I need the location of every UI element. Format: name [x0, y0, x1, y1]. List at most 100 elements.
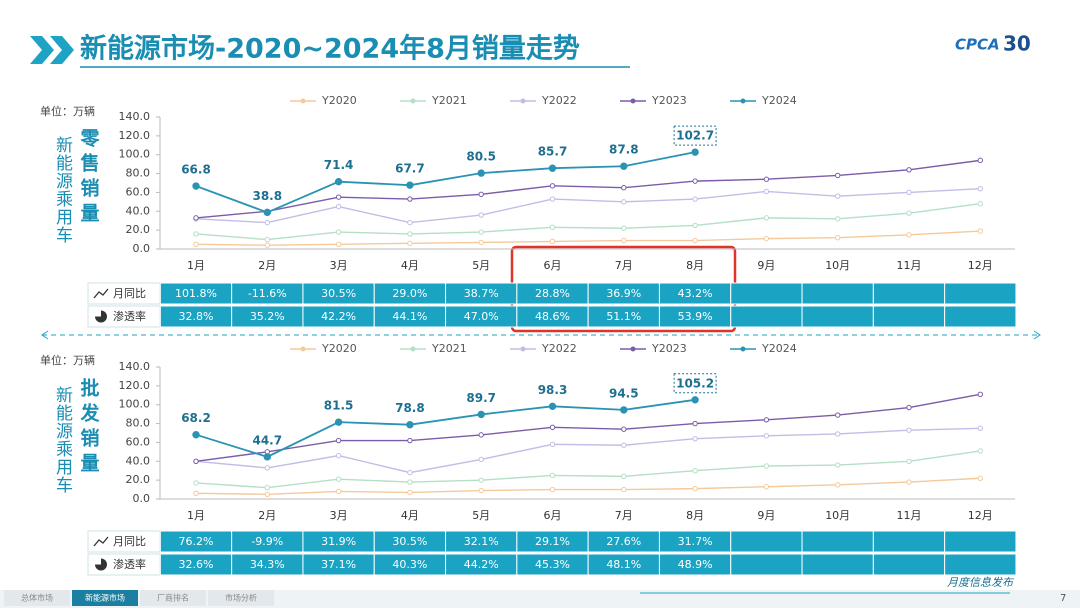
legend-marker — [630, 346, 636, 352]
point — [477, 169, 485, 177]
anniversary-logo: 30 — [1003, 32, 1031, 56]
point — [692, 178, 698, 184]
point — [407, 219, 413, 226]
point — [977, 425, 983, 431]
label-box — [673, 125, 717, 146]
side-label: 新能源乘用车 — [52, 386, 73, 494]
x-tick-label: 9月 — [757, 259, 775, 272]
table-value: -11.6% — [248, 287, 287, 300]
point — [763, 463, 770, 469]
y-tick-label: 100.0 — [119, 398, 151, 411]
point — [977, 391, 983, 398]
y-tick-label: 20.0 — [126, 473, 151, 486]
point — [835, 172, 841, 179]
y-tick-label: 80.0 — [126, 167, 151, 180]
footer-tab — [140, 590, 206, 606]
point — [407, 231, 413, 237]
point — [621, 185, 627, 191]
table-value: 48.9% — [678, 558, 713, 571]
point — [406, 181, 414, 189]
table-value: 30.5% — [321, 287, 356, 300]
legend-label: Y2020 — [321, 342, 357, 355]
data-label: 68.2 — [181, 411, 211, 425]
table-value: 34.3% — [250, 558, 285, 571]
point — [691, 148, 699, 156]
point — [549, 486, 556, 493]
y-tick-label: 40.0 — [126, 204, 151, 217]
point — [264, 242, 270, 248]
point — [407, 437, 413, 444]
point — [549, 183, 556, 189]
table-cell — [872, 530, 946, 553]
point — [906, 189, 912, 196]
point — [193, 215, 199, 221]
legend-marker — [630, 98, 636, 104]
y-tick-label: 80.0 — [126, 417, 151, 430]
x-tick-label: 3月 — [330, 509, 348, 522]
point — [407, 489, 413, 496]
series-line — [195, 477, 981, 495]
point — [478, 432, 484, 438]
series-line — [195, 230, 981, 246]
table-value: 44.1% — [392, 310, 427, 323]
point — [549, 424, 556, 431]
table-value: 31.9% — [321, 535, 356, 548]
x-tick-label: 6月 — [544, 509, 562, 522]
data-label: 38.8 — [252, 189, 282, 203]
title: 新能源市场-2020~2024年8月销量走势 — [80, 33, 580, 65]
data-label: 67.7 — [395, 162, 425, 176]
table-cell — [872, 282, 946, 305]
footer-note: 月度信息发布 — [947, 576, 1015, 589]
label-box — [673, 373, 717, 394]
point — [478, 239, 484, 246]
point — [549, 472, 556, 479]
x-tick-label: 2月 — [258, 509, 276, 522]
legend-marker — [740, 98, 746, 104]
data-label: 105.2 — [676, 376, 714, 390]
y-tick-label: 140.0 — [119, 110, 151, 123]
data-label: 80.5 — [466, 150, 496, 164]
legend-marker — [410, 98, 416, 104]
unit-label: 单位：万辆 — [40, 104, 95, 118]
y-tick-label: 100.0 — [119, 148, 151, 161]
point — [763, 417, 770, 423]
table-value: 42.2% — [321, 310, 356, 323]
point — [193, 231, 199, 237]
table-value: 48.6% — [535, 310, 570, 323]
table-value: 27.6% — [606, 535, 641, 548]
table-value: 47.0% — [464, 310, 499, 323]
point — [334, 177, 343, 186]
table-value: 29.0% — [392, 287, 427, 300]
point — [192, 430, 200, 439]
footer-tab — [208, 590, 274, 606]
table-value: 36.9% — [606, 287, 641, 300]
point — [835, 431, 841, 437]
point — [478, 191, 484, 198]
table-value: 32.1% — [464, 535, 499, 548]
point — [407, 196, 413, 202]
x-tick-label: 11月 — [897, 259, 922, 272]
y-tick-label: 120.0 — [119, 129, 151, 142]
point — [763, 176, 770, 182]
table-value: 38.7% — [464, 287, 499, 300]
point — [692, 222, 698, 229]
point — [335, 488, 342, 495]
table-value: 76.2% — [179, 535, 214, 548]
point — [407, 240, 413, 247]
series-line — [195, 398, 696, 458]
legend-label: Y2022 — [541, 342, 577, 355]
table-value: 28.8% — [535, 287, 570, 300]
point — [334, 418, 343, 426]
legend-label: Y2023 — [651, 94, 687, 107]
x-tick-label: 3月 — [330, 259, 348, 272]
data-label: 85.7 — [538, 145, 568, 159]
table-value: 53.9% — [678, 310, 713, 323]
legend-marker — [520, 98, 526, 104]
unit-label: 单位：万辆 — [40, 353, 95, 367]
y-tick-label: 20.0 — [126, 223, 151, 236]
table-value: 37.1% — [321, 558, 356, 571]
x-tick-label: 1月 — [187, 259, 205, 272]
x-tick-label: 12月 — [968, 509, 993, 522]
table-cell — [801, 553, 874, 576]
